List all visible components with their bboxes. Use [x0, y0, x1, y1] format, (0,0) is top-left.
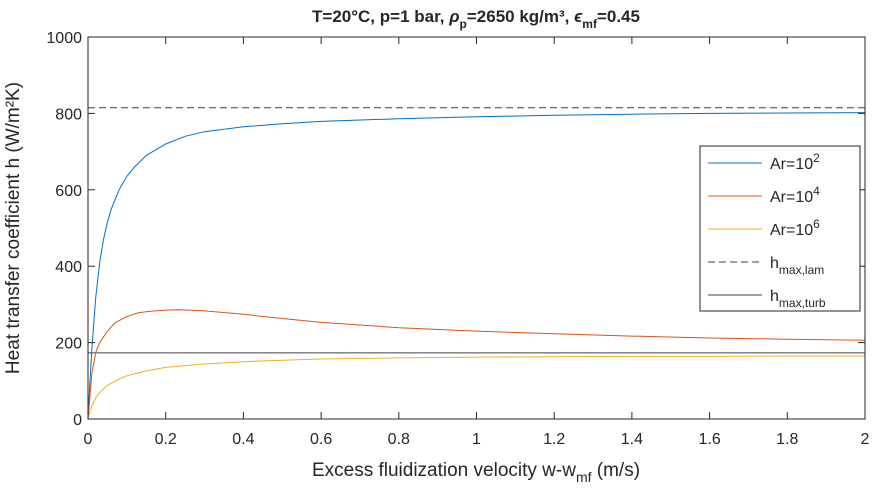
x-tick-label: 0.8	[388, 431, 410, 448]
x-tick-label: 1.8	[776, 431, 798, 448]
data-curves	[87, 112, 866, 420]
legend-label: hmax,turb	[770, 288, 826, 310]
x-tick-label: 1.6	[698, 431, 720, 448]
x-axis-label-tail: (m/s)	[592, 460, 641, 481]
legend-label-base: h	[770, 288, 779, 305]
title-eps: ϵ	[574, 7, 583, 26]
legend-label-sup: 6	[813, 217, 820, 231]
title-rho: ρ	[448, 7, 459, 26]
x-tick-label: 0.4	[232, 431, 254, 448]
y-tick-label: 1000	[46, 30, 82, 47]
legend-label: Ar=104	[770, 184, 820, 206]
y-tick-label: 600	[55, 183, 82, 200]
title-eps-sub: mf	[582, 17, 598, 31]
chart-title: T=20°C, p=1 bar, ρp=2650 kg/m³, ϵmf=0.45	[312, 7, 640, 31]
x-tick-label: 1.4	[621, 431, 643, 448]
title-rho-sub: p	[460, 17, 467, 31]
series-line-1	[87, 309, 866, 420]
title-prefix: T=20°C, p=1 bar,	[312, 7, 449, 26]
legend-label: Ar=102	[770, 151, 820, 173]
x-tick-label: 1.2	[543, 431, 565, 448]
x-axis-label: Excess fluidization velocity w-wmf (m/s)	[312, 460, 640, 485]
legend-label-sub: max,lam	[779, 263, 824, 277]
x-tick-label: 0.6	[310, 431, 332, 448]
reference-lines	[88, 107, 865, 354]
x-tick-label: 0	[84, 431, 93, 448]
title-rho-val: =2650 kg/m³,	[467, 7, 574, 26]
legend-label-base: Ar=10	[770, 156, 813, 173]
y-axis-label: Heat transfer coefficient h (W/m²K)	[3, 82, 24, 374]
series-line-0	[87, 112, 866, 420]
x-tick-label: 1	[472, 431, 481, 448]
y-tick-label: 200	[55, 336, 82, 353]
x-tick-label: 0.2	[155, 431, 177, 448]
legend-label-sup: 4	[813, 184, 820, 198]
legend-label-base: Ar=10	[770, 222, 813, 239]
legend-label-sup: 2	[813, 151, 820, 165]
legend-label: hmax,lam	[770, 255, 824, 277]
legend-label-base: Ar=10	[770, 189, 813, 206]
x-axis-label-sub: mf	[576, 469, 592, 485]
x-axis-ticks: 0 0.2 0.4 0.6 0.8 1 1.2 1.4 1.6 1.8 2	[84, 37, 870, 448]
legend-label-base: h	[770, 255, 779, 272]
y-axis-ticks: 0 200 400 600 800 1000	[46, 30, 865, 429]
legend-label: Ar=106	[770, 217, 820, 239]
y-tick-label: 400	[55, 259, 82, 276]
y-tick-label: 800	[55, 106, 82, 123]
legend-label-sub: max,turb	[779, 296, 826, 310]
title-eps-val: =0.45	[597, 7, 640, 26]
y-tick-label: 0	[73, 412, 82, 429]
series-line-2	[87, 355, 865, 420]
x-axis-label-main: Excess fluidization velocity w-w	[312, 460, 576, 481]
x-tick-label: 2	[861, 431, 870, 448]
